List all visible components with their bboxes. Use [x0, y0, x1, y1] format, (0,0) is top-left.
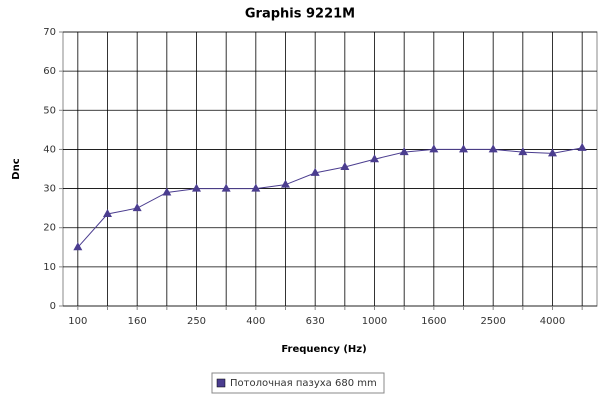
data-point [103, 209, 112, 218]
x-tick-label: 160 [128, 316, 147, 327]
x-tick-label: 250 [187, 316, 206, 327]
data-point [488, 144, 498, 153]
data-point [73, 242, 83, 251]
series-line [77, 147, 583, 248]
data-point [370, 154, 379, 163]
x-tick-label: 400 [246, 316, 265, 327]
legend-label: Потолочная пазуха 680 mm [230, 378, 377, 389]
y-tick-label: 40 [43, 144, 56, 155]
x-tick-label: 4000 [540, 316, 565, 327]
y-tick-label: 20 [43, 223, 56, 234]
data-point [192, 183, 201, 192]
data-point [310, 167, 320, 176]
data-point [132, 203, 142, 212]
x-axis-label: Frequency (Hz) [281, 344, 366, 355]
x-tick-label: 1600 [421, 316, 446, 327]
legend-swatch [216, 378, 226, 388]
data-point [548, 148, 557, 157]
data-point [399, 147, 409, 156]
plot-area [62, 31, 598, 307]
y-tick-label: 70 [43, 27, 56, 38]
data-point [577, 142, 587, 151]
data-point [251, 183, 261, 192]
data-point [518, 147, 528, 156]
y-tick-label: 30 [43, 184, 56, 195]
legend-box [211, 372, 385, 394]
y-tick-label: 50 [43, 105, 56, 116]
data-point [459, 144, 468, 153]
data-point [429, 144, 439, 153]
y-tick-label: 0 [50, 301, 56, 312]
data-point [162, 187, 172, 196]
x-tick-label: 630 [306, 316, 325, 327]
x-tick-label: 1000 [362, 316, 387, 327]
x-tick-label: 2500 [480, 316, 505, 327]
y-tick-label: 10 [43, 262, 56, 273]
data-point [221, 183, 231, 192]
y-tick-label: 60 [43, 66, 56, 77]
data-point [340, 162, 350, 171]
chart-title: Graphis 9221M [245, 7, 355, 22]
y-axis-label: Dnc [11, 158, 22, 179]
data-point [281, 179, 290, 188]
x-tick-label: 100 [68, 316, 87, 327]
